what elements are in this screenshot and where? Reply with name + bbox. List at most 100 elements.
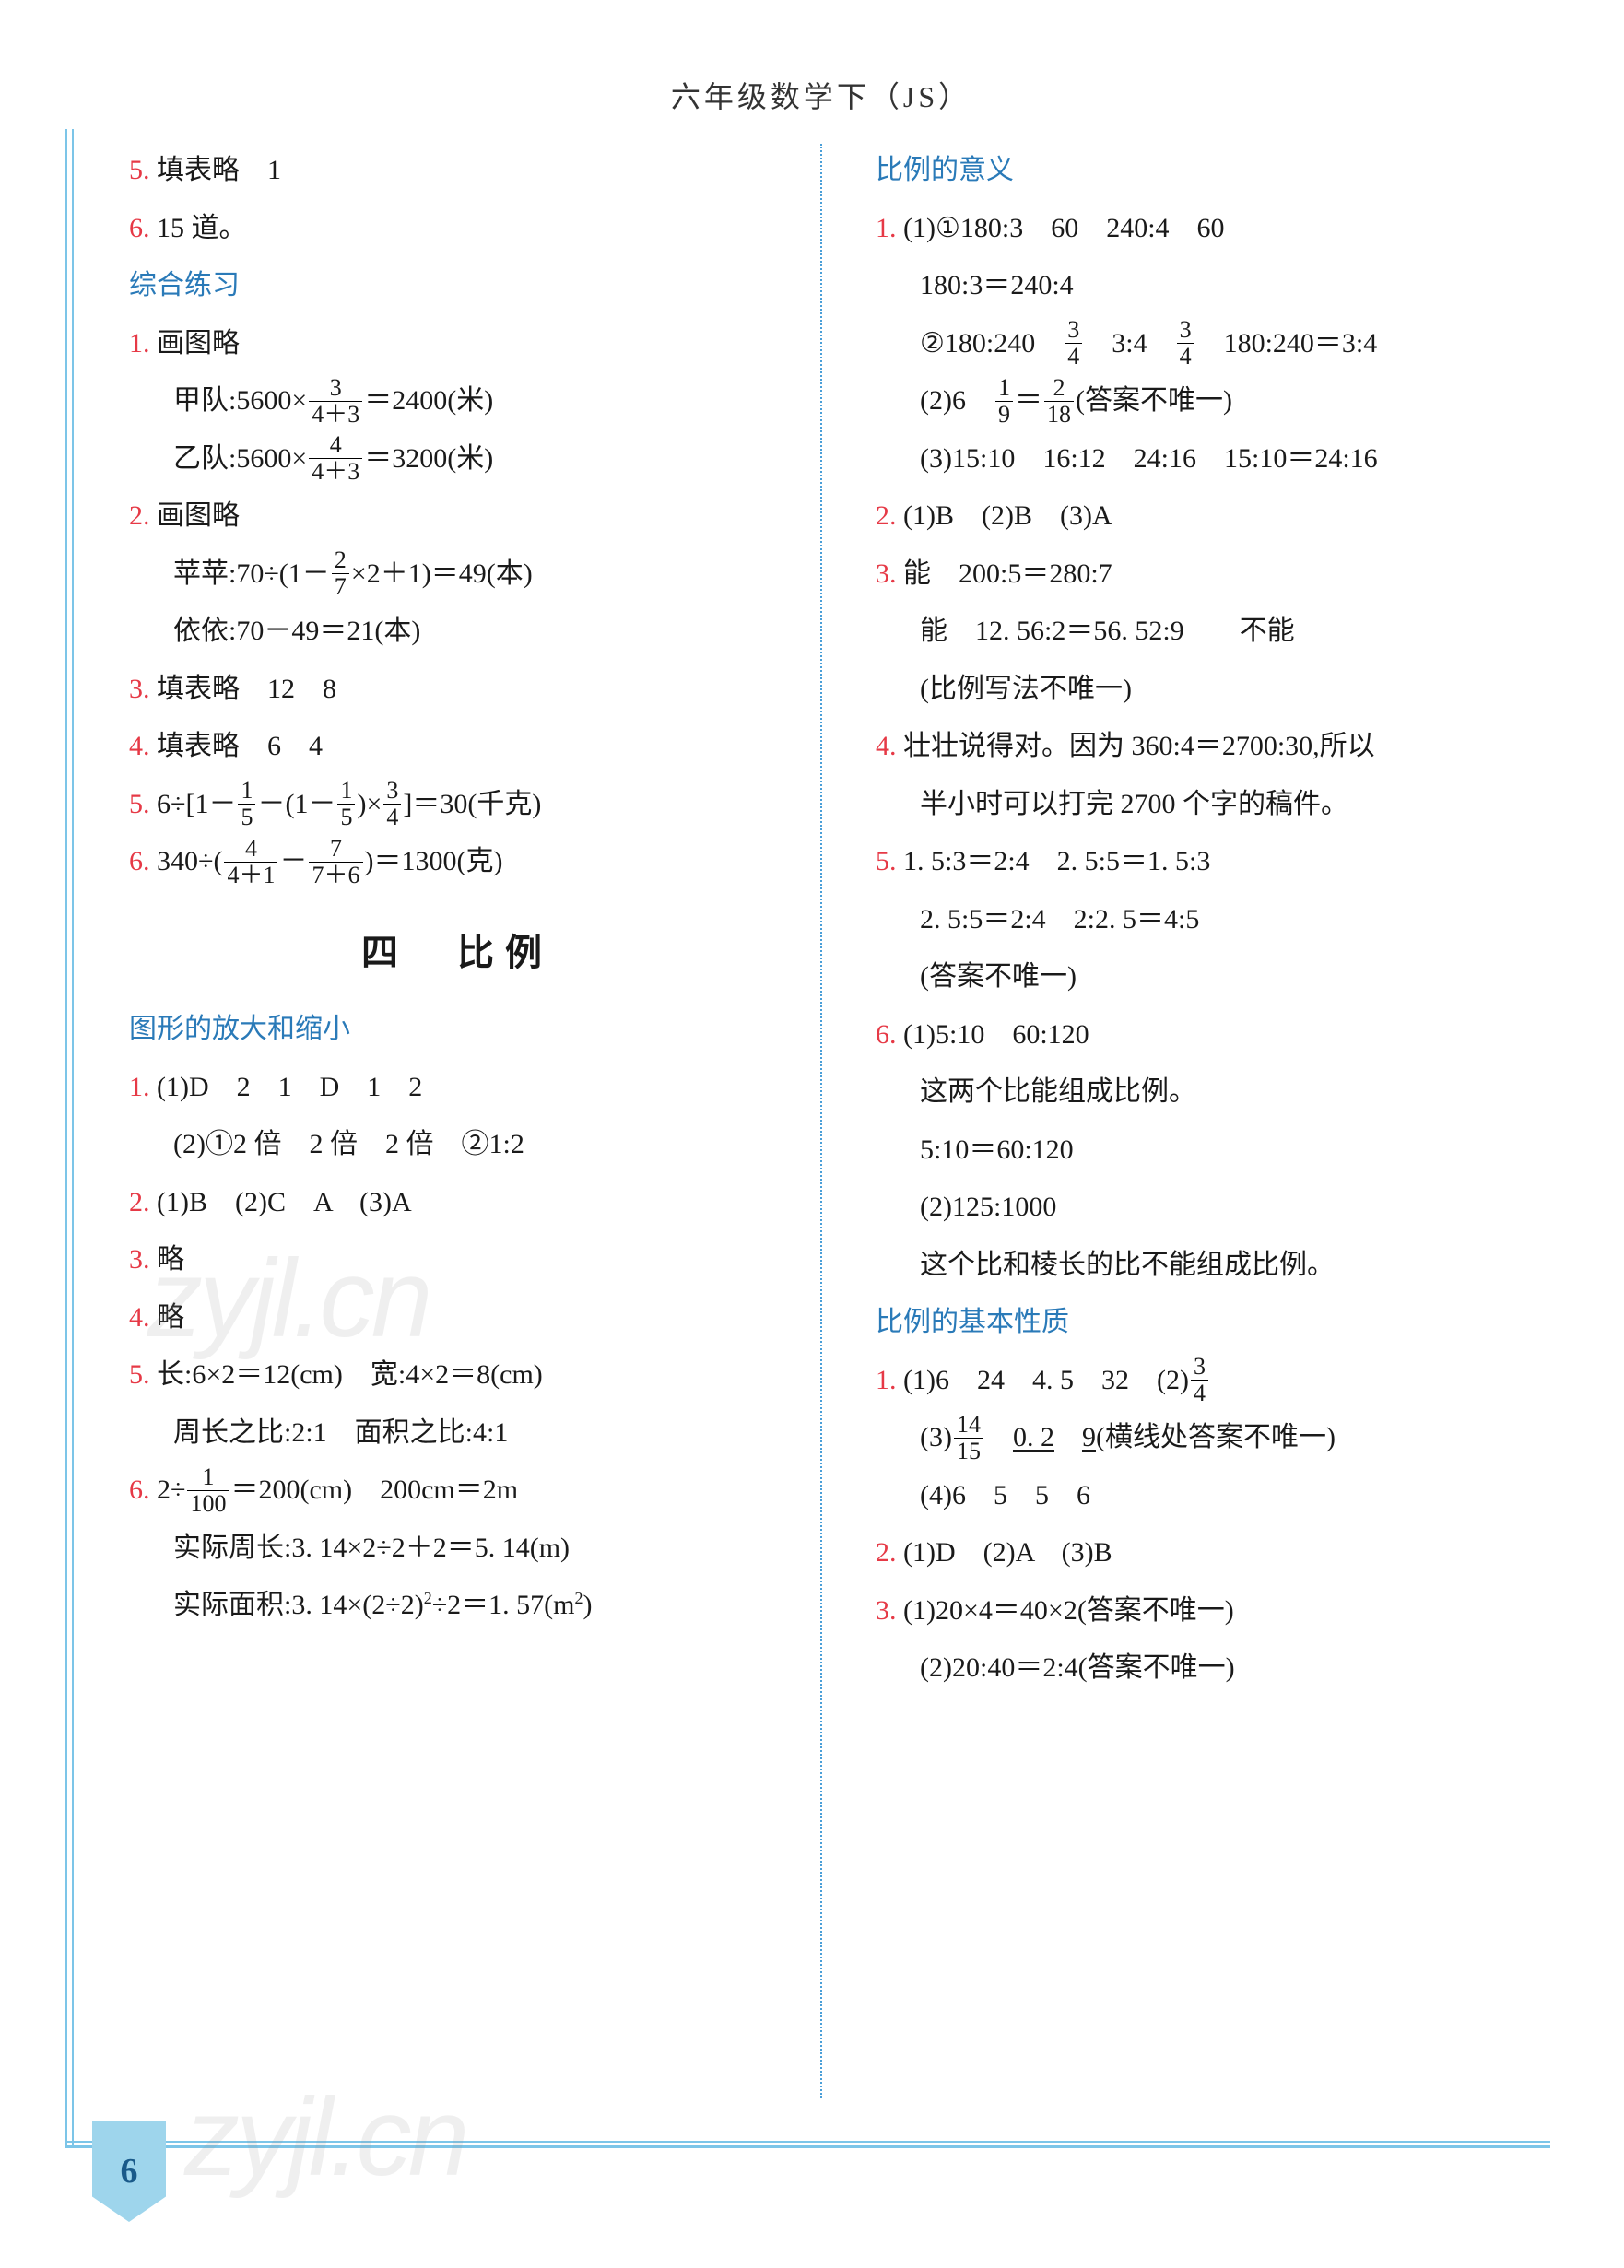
line: 周长之比:2:1 面积之比:4:1 (129, 1406, 785, 1461)
line: 6. (1)5:10 60:120 (876, 1008, 1532, 1063)
text: ]＝30(千克) (403, 789, 541, 819)
text: ) (583, 1590, 593, 1620)
line: (3)1415 0. 2 9(横线处答案不唯一) (876, 1411, 1532, 1465)
underlined: 0. 2 (1013, 1422, 1054, 1452)
text: 180:240＝3:4 (1196, 328, 1378, 358)
line: 6. 2÷1100＝200(cm) 200cm＝2m (129, 1463, 785, 1518)
item-number: 1. (129, 328, 150, 358)
item-number: 6. (129, 1475, 150, 1505)
line: 半小时可以打完 2700 个字的稿件。 (876, 778, 1532, 832)
line: 1. (1)D 2 1 D 1 2 (129, 1061, 785, 1115)
text: (1)5:10 60:120 (903, 1019, 1089, 1050)
section-heading: 比例的意义 (876, 144, 1532, 198)
text: ②180:240 (920, 328, 1063, 358)
item-number: 1. (876, 213, 897, 243)
item-number: 3. (876, 1595, 897, 1626)
fraction: 34 (1191, 1355, 1208, 1405)
item-number: 2. (129, 500, 150, 531)
text: 甲队:5600× (173, 385, 307, 416)
text: (1)6 24 4. 5 32 (2) (903, 1365, 1189, 1395)
text: 壮壮说得对。因为 360:4＝2700:30,所以 (903, 731, 1375, 761)
text: )× (357, 789, 382, 819)
text: ×2＋1)＝49(本) (351, 558, 533, 589)
line: 3. 略 (129, 1233, 785, 1287)
section-heading: 图形的放大和缩小 (129, 1003, 785, 1057)
text: 2÷ (157, 1475, 185, 1505)
text: (横线处答案不唯一) (1096, 1422, 1336, 1452)
text: (1)①180:3 60 240:4 60 (903, 213, 1225, 243)
item-number: 3. (876, 558, 897, 589)
text: (1)B (2)C A (3)A (157, 1187, 412, 1217)
line: 3. 填表略 12 8 (129, 663, 785, 717)
line: 甲队:5600×34＋3＝2400(米) (129, 374, 785, 429)
item-number: 6. (129, 846, 150, 876)
border-bottom (65, 2141, 1550, 2148)
line: 2. (1)B (2)B (3)A (876, 489, 1532, 544)
line: 乙队:5600×44＋3＝3200(米) (129, 432, 785, 487)
fraction: 44＋1 (224, 837, 277, 887)
line: 5. 填表略 1 (129, 144, 785, 198)
line: 2. 5:5＝2:4 2:2. 5＝4:5 (876, 893, 1532, 947)
text: 6÷[1－ (157, 789, 236, 819)
line: 依依:70－49＝21(本) (129, 605, 785, 659)
fraction: 34 (1177, 318, 1194, 369)
line: 5. 6÷[1－15－(1－15)×34]＝30(千克) (129, 778, 785, 832)
item-number: 3. (129, 674, 150, 704)
text: 实际面积:3. 14×(2÷2) (173, 1590, 424, 1620)
line: 1. 画图略 (129, 317, 785, 371)
text: 3:4 (1084, 328, 1174, 358)
text: 填表略 6 4 (157, 731, 323, 761)
fraction: 77＋6 (309, 837, 362, 887)
column-divider (820, 144, 822, 2098)
text: (答案不唯一) (1076, 385, 1232, 416)
line: 2. (1)D (2)A (3)B (876, 1526, 1532, 1581)
text: 画图略 (157, 328, 240, 358)
item-number: 1. (129, 1072, 150, 1102)
text: 能 200:5＝280:7 (903, 558, 1112, 589)
line: (2)①2 倍 2 倍 2 倍 ②1:2 (129, 1118, 785, 1172)
text: 1. 5:3＝2:4 2. 5:5＝1. 5:3 (903, 846, 1210, 876)
fraction: 44＋3 (309, 433, 362, 484)
fraction: 218 (1044, 376, 1074, 427)
line: 3. 能 200:5＝280:7 (876, 547, 1532, 602)
item-number: 4. (129, 1302, 150, 1333)
section-heading: 综合练习 (129, 259, 785, 313)
page-number-tab: 6 (92, 2121, 166, 2222)
text: (1)D 2 1 D 1 2 (157, 1072, 422, 1102)
fraction: 1415 (954, 1413, 983, 1463)
line: 6. 340÷(44＋1－77＋6)＝1300(克) (129, 835, 785, 889)
line: (2)20:40＝2:4(答案不唯一) (876, 1641, 1532, 1696)
item-number: 3. (129, 1244, 150, 1275)
item-number: 2. (876, 1537, 897, 1568)
text: ＝ (1015, 385, 1042, 416)
text: ＝3200(米) (364, 443, 493, 474)
text: ＝200(cm) 200cm＝2m (230, 1475, 518, 1505)
item-number: 4. (876, 731, 897, 761)
sup: 2 (575, 1589, 583, 1607)
line: 这两个比能组成比例。 (876, 1065, 1532, 1120)
line: 5:10＝60:120 (876, 1123, 1532, 1178)
text: － (279, 846, 307, 876)
line: 4. 填表略 6 4 (129, 720, 785, 774)
line: 1. (1)6 24 4. 5 32 (2)34 (876, 1354, 1532, 1408)
text: 填表略 12 8 (157, 674, 336, 704)
sup: 2 (424, 1589, 432, 1607)
line: 4. 壮壮说得对。因为 360:4＝2700:30,所以 (876, 720, 1532, 774)
fraction: 34＋3 (309, 376, 362, 427)
item-number: 1. (876, 1365, 897, 1395)
line: (2)6 19＝218(答案不唯一) (876, 374, 1532, 429)
item-number: 6. (876, 1019, 897, 1050)
line: (比例写法不唯一) (876, 663, 1532, 717)
line: 能 12. 56:2＝56. 52:9 不能 (876, 605, 1532, 659)
line: (4)6 5 5 6 (876, 1469, 1532, 1523)
line: (答案不唯一) (876, 950, 1532, 1005)
item-number: 2. (876, 500, 897, 531)
line: 180:3＝240:4 (876, 259, 1532, 313)
left-column: 5. 填表略 1 6. 15 道。 综合练习 1. 画图略 甲队:5600×34… (111, 144, 785, 2098)
item-number: 5. (876, 846, 897, 876)
text: (1)B (2)B (3)A (903, 500, 1112, 531)
text: ＝2400(米) (364, 385, 493, 416)
text: 长:6×2＝12(cm) 宽:4×2＝8(cm) (157, 1359, 543, 1390)
line: 苹苹:70÷(1－27×2＋1)＝49(本) (129, 547, 785, 602)
line: (3)15:10 16:12 24:16 15:10＝24:16 (876, 432, 1532, 487)
